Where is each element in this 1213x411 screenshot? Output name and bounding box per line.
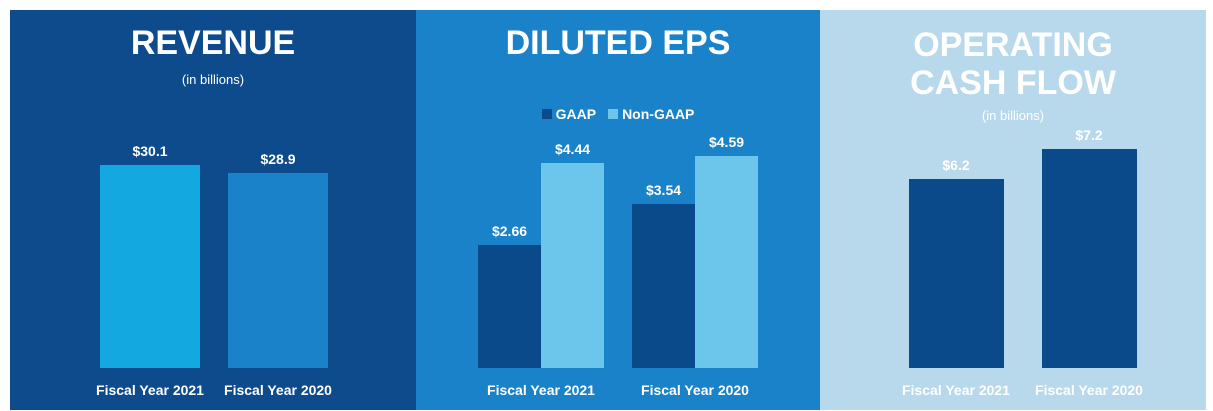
category-label: Fiscal Year 2021: [902, 382, 1010, 398]
chart-title: OPERATING CASH FLOW: [910, 26, 1116, 102]
panel: OPERATING CASH FLOW (in billions) Fiscal Y…: [820, 10, 1206, 410]
value-label: $4.44: [554, 140, 591, 157]
value-label: $4.59: [708, 134, 745, 150]
bar: [632, 204, 695, 368]
legend-swatch: [541, 109, 552, 119]
bar: [100, 165, 200, 368]
legend-swatch: [608, 109, 619, 119]
bar: [1041, 149, 1137, 368]
chart-subtitle: (in billions): [181, 72, 245, 87]
value-label: $7.2: [1075, 127, 1103, 143]
chart-subtitle: (in billions): [981, 108, 1045, 123]
chart-title: REVENUE: [130, 24, 296, 62]
category-label: Fiscal Year 2020: [224, 382, 332, 398]
category-label: Fiscal Year 2021: [487, 382, 595, 398]
legend-item: GAAP: [541, 106, 597, 122]
bar: [478, 245, 541, 368]
bar: [228, 173, 328, 368]
bar: [695, 156, 758, 368]
value-label: $30.1: [132, 143, 168, 159]
legend-label: GAAP: [555, 106, 597, 122]
legend-item: Non-GAAP: [608, 106, 694, 122]
value-label: $6.2: [942, 157, 970, 174]
value-label: $2.66: [491, 223, 528, 240]
panel: DILUTED EPS Fiscal Year 2021 Fiscal Year 2…: [416, 10, 820, 410]
category-label: Fiscal Year 2020: [641, 382, 749, 398]
category-label: Fiscal Year 2021: [96, 382, 204, 398]
legend-label: Non-GAAP: [622, 106, 695, 122]
bar: [541, 162, 604, 368]
value-label: $28.9: [260, 151, 296, 168]
legend: GAAP Non-GAAP: [416, 106, 820, 122]
category-label: Fiscal Year 2020: [1035, 382, 1143, 398]
chart-title: DILUTED EPS: [505, 24, 731, 62]
value-label: $3.54: [645, 182, 682, 199]
panel: REVENUE (in billions) Fiscal Year 2021 Fisc…: [10, 10, 416, 410]
bar: [908, 179, 1004, 368]
